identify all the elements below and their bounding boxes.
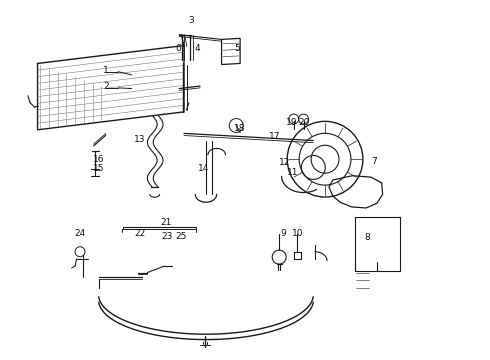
Text: 4: 4 [195, 44, 200, 53]
Text: 12: 12 [279, 158, 291, 167]
Text: 5: 5 [234, 44, 240, 53]
Text: 25: 25 [175, 232, 186, 241]
Text: 13: 13 [134, 135, 146, 144]
Text: 21: 21 [160, 218, 172, 227]
Text: 8: 8 [364, 233, 370, 242]
Text: 15: 15 [93, 164, 104, 173]
Text: 10: 10 [292, 229, 303, 238]
Text: 22: 22 [134, 229, 146, 238]
Text: 18: 18 [234, 124, 246, 133]
Text: 20: 20 [298, 118, 309, 127]
FancyBboxPatch shape [355, 217, 400, 271]
Text: 2: 2 [103, 82, 109, 91]
Text: 11: 11 [287, 168, 298, 177]
Text: 3: 3 [189, 16, 194, 25]
Text: 19: 19 [286, 118, 297, 127]
Text: 7: 7 [371, 157, 377, 166]
Polygon shape [38, 45, 184, 130]
Text: 1: 1 [103, 66, 109, 75]
Text: 16: 16 [93, 155, 104, 164]
Text: 14: 14 [198, 164, 209, 173]
Text: 23: 23 [161, 232, 172, 241]
Text: 17: 17 [269, 132, 280, 141]
Text: 24: 24 [74, 229, 86, 238]
Text: 9: 9 [280, 229, 286, 238]
Text: 6: 6 [176, 44, 181, 53]
